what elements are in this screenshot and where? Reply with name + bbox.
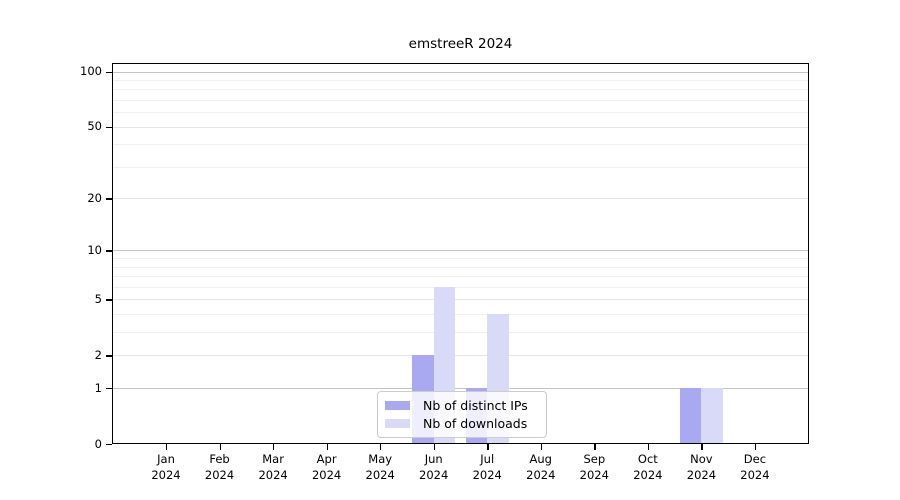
bar-downloads [701,388,723,444]
chart-title: emstreeR 2024 [408,36,513,52]
x-tick-mark [540,444,543,450]
y-tick-label: 5 [94,291,102,306]
x-tick-label: Feb 2024 [204,452,235,482]
x-tick-mark [166,444,168,450]
y-tick-mark [106,126,112,128]
x-tick-mark [219,444,221,450]
y-tick-label: 2 [94,347,102,362]
gridline-major [112,355,809,357]
gridline-major [112,126,809,128]
gridline-minor [112,99,809,101]
x-tick-mark [701,444,703,450]
gridline-major [112,299,809,301]
gridline-decade [112,71,809,73]
x-tick-label: Aug 2024 [526,452,556,482]
y-tick-label: 50 [87,119,102,134]
gridline-minor [112,79,809,81]
y-tick-mark [106,299,112,301]
y-tick-mark [106,444,112,446]
legend-item-downloads: Nb of downloads [385,416,538,431]
x-tick-label: Nov 2024 [686,452,717,482]
legend-swatch-distinct-ips-icon [385,401,410,410]
x-tick-mark [433,444,435,450]
y-tick-mark [106,355,112,357]
y-tick-label: 10 [87,242,102,257]
x-tick-label: Sep 2024 [579,452,609,482]
bar-distinct-ips [679,388,702,444]
gridline-major [112,198,809,200]
gridline-decade [112,250,809,252]
x-tick-label: May 2024 [365,452,395,482]
y-tick-mark [106,250,112,252]
y-tick-mark [106,388,112,390]
y-tick-label: 1 [94,380,102,395]
gridline-minor [112,166,809,168]
y-tick-label: 0 [94,436,102,451]
gridline-minor [112,258,809,260]
y-tick-mark [106,198,112,200]
gridline-minor [112,266,809,268]
x-tick-mark [326,444,328,450]
plot-area [112,63,809,444]
x-tick-label: Jan 2024 [151,452,181,482]
gridline-minor [112,112,809,114]
x-tick-mark [594,444,596,450]
legend-swatch-downloads-icon [385,419,410,428]
x-tick-label: Dec 2024 [740,452,770,482]
x-tick-mark [647,444,650,450]
x-tick-label: Jun 2024 [419,452,449,482]
gridline-minor [112,332,809,334]
gridline-decade [112,388,809,390]
legend: Nb of distinct IPs Nb of downloads [377,391,547,438]
gridline-minor [112,276,809,278]
y-tick-mark [106,71,112,73]
x-tick-mark [380,444,382,450]
x-tick-label: Oct 2024 [633,452,663,482]
y-tick-label: 20 [87,190,102,205]
x-tick-label: Mar 2024 [258,452,288,482]
x-tick-mark [754,444,757,450]
gridline-minor [112,89,809,91]
y-tick-label: 100 [80,64,102,78]
legend-label-downloads: Nb of downloads [423,416,528,431]
x-tick-label: Apr 2024 [311,452,342,482]
x-tick-label: Jul 2024 [472,452,502,482]
legend-item-distinct-ips: Nb of distinct IPs [385,398,538,413]
gridline-minor [112,314,809,316]
x-tick-mark [273,444,275,450]
x-tick-mark [487,444,489,450]
plot-border [112,63,809,444]
gridline-minor [112,144,809,146]
legend-label-distinct-ips: Nb of distinct IPs [423,398,528,413]
gridline-minor [112,286,809,288]
